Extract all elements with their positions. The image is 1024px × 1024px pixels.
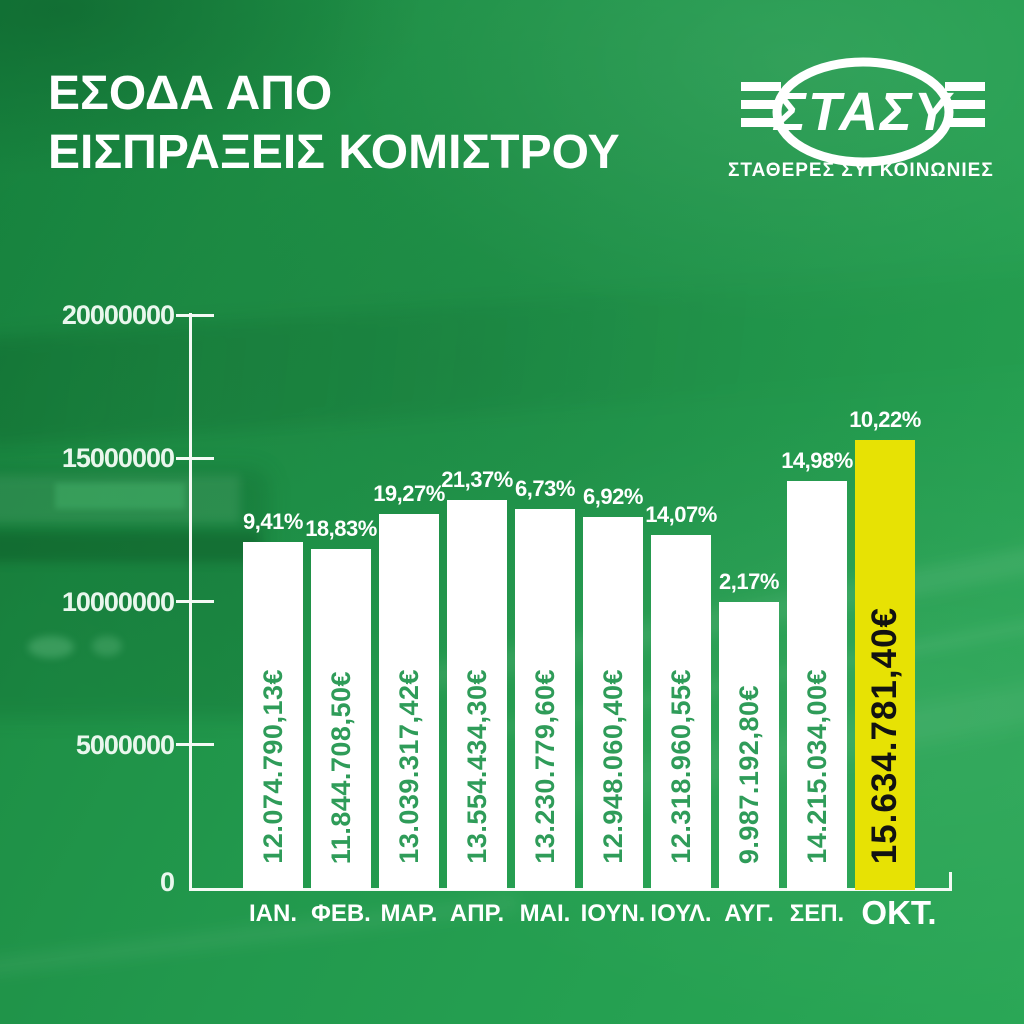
bar-value-label: 13.230.779,60€ xyxy=(529,669,560,864)
background-train-headlight xyxy=(28,636,74,658)
bar-value-label-wrap: 9.987.192,80€ xyxy=(719,685,779,864)
bar-percent-label: 18,83% xyxy=(305,515,377,541)
bar-value-label-wrap: 12.074.790,13€ xyxy=(243,669,303,864)
stasy-logo: ΣΤΑΣΥ xyxy=(741,57,985,167)
bar-percent-label: 14,07% xyxy=(645,502,717,528)
bar-percent-label: 9,41% xyxy=(243,509,303,535)
x-axis-month-label: ΙΟΥΛ. xyxy=(650,900,712,927)
y-tick-mark xyxy=(176,313,214,317)
bar-value-label: 12.318.960,55€ xyxy=(665,669,696,864)
logo-ellipse xyxy=(772,57,954,167)
bar-value-label-wrap: 13.039.317,42€ xyxy=(379,669,439,864)
y-tick-mark xyxy=(176,456,214,460)
x-axis-month-label: ΜΑΙ. xyxy=(519,900,571,927)
y-tick-label: 15000000 xyxy=(61,443,175,474)
x-axis-end-tick xyxy=(949,872,952,891)
bar-value-label-wrap: 14.215.034,00€ xyxy=(787,669,847,864)
bar-value-label: 13.039.317,42€ xyxy=(393,669,424,864)
logo-track-bars-right xyxy=(945,82,985,127)
x-axis-month-label: ΣΕΠ. xyxy=(789,900,845,927)
bar: 14.215.034,00€ xyxy=(787,480,847,890)
bar-percent-label: 6,92% xyxy=(583,484,643,510)
bar-value-label-wrap: 13.230.779,60€ xyxy=(515,669,575,864)
bar-value-label-wrap: 13.554.434,30€ xyxy=(447,669,507,864)
y-tick-label: 0 xyxy=(159,867,175,897)
x-axis-month-label: ΑΠΡ. xyxy=(449,900,505,927)
bar: 9.987.192,80€ xyxy=(719,601,779,890)
bar: 13.230.779,60€ xyxy=(515,508,575,890)
y-tick-label: 5000000 xyxy=(75,729,175,760)
background-train-headlight xyxy=(92,636,122,656)
y-tick-label: 10000000 xyxy=(61,586,175,617)
bar-percent-label: 10,22% xyxy=(849,407,921,433)
bar-value-label-wrap: 12.318.960,55€ xyxy=(651,669,711,864)
x-axis-month-label: ΜΑΡ. xyxy=(380,900,438,927)
bar-value-label: 12.948.060,40€ xyxy=(597,669,628,864)
x-axis-month-label: ΙΟΥΝ. xyxy=(580,900,646,927)
bar: 13.039.317,42€ xyxy=(379,514,439,890)
x-axis-month-label: ΦΕΒ. xyxy=(311,900,371,927)
page-title-line2: ΕΙΣΠΡΑΞΕΙΣ ΚΟΜΙΣΤΡΟΥ xyxy=(48,126,620,179)
background-train-window-band xyxy=(0,475,240,523)
bar-percent-label: 6,73% xyxy=(515,475,575,501)
logo-track-bars-left xyxy=(741,82,781,127)
bar-value-label: 15.634.781,40€ xyxy=(865,606,904,864)
y-tick-mark xyxy=(176,743,214,747)
bar-value-label-wrap: 11.844.708,50€ xyxy=(311,671,371,864)
bar-percent-label: 19,27% xyxy=(373,481,445,507)
bar-value-label: 9.987.192,80€ xyxy=(733,684,764,864)
bar: 12.948.060,40€ xyxy=(583,517,643,890)
logo-subtitle: ΣΤΑΘΕΡΕΣ ΣΥΓΚΟΙΝΩΝΙΕΣ xyxy=(728,160,994,181)
bar-value-label: 13.554.434,30€ xyxy=(461,669,492,864)
bar-value-label: 11.844.708,50€ xyxy=(325,670,356,864)
background-train-destination-sign xyxy=(55,483,185,509)
y-tick-mark xyxy=(176,600,214,603)
bar: 11.844.708,50€ xyxy=(311,548,371,890)
bar-value-label: 14.215.034,00€ xyxy=(801,669,832,864)
y-tick-label: 20000000 xyxy=(61,300,175,330)
bar: 12.318.960,55€ xyxy=(651,535,711,890)
x-axis-month-label: ΙΑΝ. xyxy=(249,900,297,927)
logo-wordmark: ΣΤΑΣΥ xyxy=(772,82,955,142)
bar-percent-label: 14,98% xyxy=(781,447,853,473)
x-axis-month-label: ΟΚΤ. xyxy=(861,894,937,931)
page-title-line1: ΕΣΟΔΑ ΑΠΟ xyxy=(48,67,333,120)
background-train-dark-band xyxy=(0,532,260,562)
bar-value-label-wrap: 12.948.060,40€ xyxy=(583,669,643,864)
page-title: ΕΣΟΔΑ ΑΠΟ ΕΙΣΠΡΑΞΕΙΣ ΚΟΜΙΣΤΡΟΥ xyxy=(48,64,620,182)
bar-highlight: 15.634.781,40€ xyxy=(855,440,915,890)
bar-percent-label: 21,37% xyxy=(441,466,513,492)
bar: 13.554.434,30€ xyxy=(447,499,507,890)
bar-percent-label: 2,17% xyxy=(719,568,779,594)
bar-value-label: 12.074.790,13€ xyxy=(257,669,288,864)
bar: 12.074.790,13€ xyxy=(243,542,303,890)
bar-value-label-wrap: 15.634.781,40€ xyxy=(855,607,915,864)
x-axis-month-label: ΑΥΓ. xyxy=(724,900,774,927)
